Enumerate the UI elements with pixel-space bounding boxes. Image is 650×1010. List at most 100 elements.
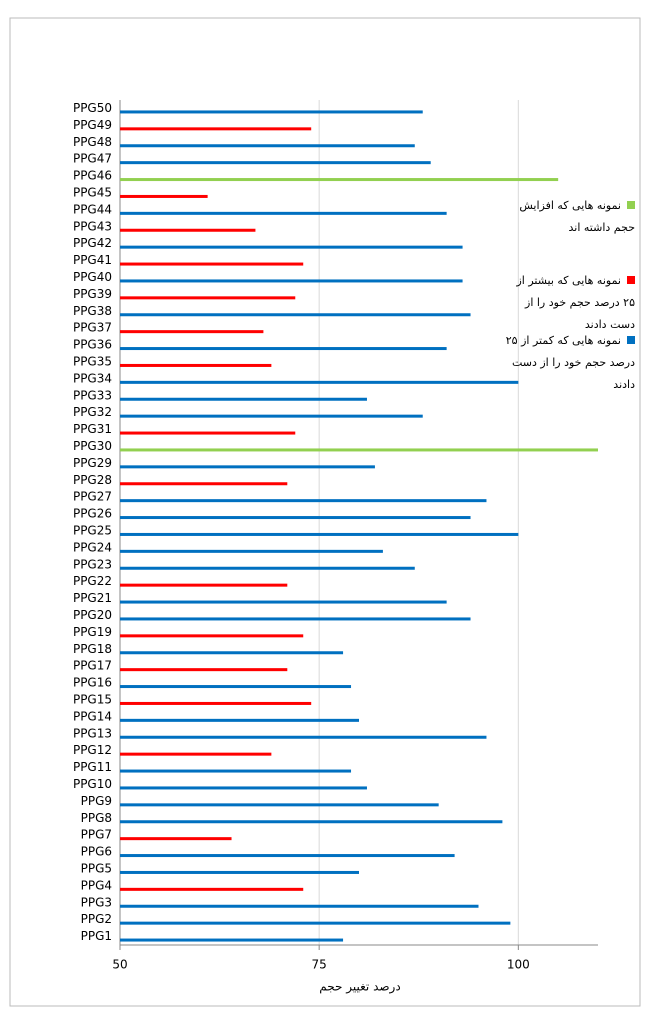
bar <box>120 228 256 232</box>
y-tick-label: PPG14 <box>73 709 112 723</box>
bar <box>120 870 359 874</box>
y-tick-label: PPG1 <box>81 929 112 943</box>
bar <box>120 651 344 655</box>
y-tick-label: PPG9 <box>81 794 112 808</box>
y-tick-label: PPG43 <box>73 219 112 233</box>
bar <box>120 448 598 452</box>
bar <box>120 211 447 215</box>
bar <box>120 482 288 486</box>
bar <box>120 617 471 621</box>
y-tick-label: PPG27 <box>73 490 112 504</box>
bar <box>120 262 304 266</box>
y-tick-label: PPG28 <box>73 473 112 487</box>
legend-entry: نمونه هایی که افزایش حجم داشته اند <box>505 195 635 239</box>
bar <box>120 769 352 773</box>
bar <box>120 363 272 367</box>
y-tick-label: PPG32 <box>73 405 112 419</box>
y-tick-label: PPG41 <box>73 253 112 267</box>
y-tick-label: PPG5 <box>81 861 112 875</box>
y-tick-label: PPG7 <box>81 828 112 842</box>
bar <box>120 194 208 198</box>
bar <box>120 820 503 824</box>
x-tick-label: 75 <box>312 958 327 972</box>
bar <box>120 786 367 790</box>
y-tick-label: PPG49 <box>73 118 112 132</box>
legend-label: نمونه هایی که کمتر از ۲۵ درصد حجم خود را… <box>505 334 635 391</box>
bar <box>120 380 519 384</box>
y-tick-label: PPG8 <box>81 811 112 825</box>
bar <box>120 701 312 705</box>
y-tick-label: PPG34 <box>73 371 112 385</box>
y-tick-label: PPG46 <box>73 169 112 183</box>
bar <box>120 685 352 689</box>
bar <box>120 921 511 925</box>
bar <box>120 803 439 807</box>
legend-label: نمونه هایی که افزایش حجم داشته اند <box>519 199 635 234</box>
bar <box>120 178 559 182</box>
y-tick-label: PPG38 <box>73 304 112 318</box>
y-tick-label: PPG26 <box>73 507 112 521</box>
bar <box>120 752 272 756</box>
bar <box>120 414 423 418</box>
bar <box>120 313 471 317</box>
bar <box>120 161 431 165</box>
legend-label: نمونه هایی که بیشتر از ۲۵ درصد حجم خود ر… <box>516 274 635 331</box>
y-tick-label: PPG23 <box>73 557 112 571</box>
bar <box>120 583 288 587</box>
bar <box>120 566 415 570</box>
y-tick-label: PPG15 <box>73 692 112 706</box>
y-tick-label: PPG30 <box>73 439 112 453</box>
y-tick-label: PPG13 <box>73 726 112 740</box>
bar <box>120 499 487 503</box>
bar <box>120 110 423 114</box>
bar <box>120 127 312 131</box>
y-tick-label: PPG37 <box>73 321 112 335</box>
y-tick-label: PPG40 <box>73 270 112 284</box>
bar <box>120 532 519 536</box>
legend-entry: نمونه هایی که کمتر از ۲۵ درصد حجم خود را… <box>505 330 635 396</box>
y-tick-label: PPG11 <box>73 760 112 774</box>
legend-swatch <box>627 201 635 209</box>
bar <box>120 938 344 942</box>
bar <box>120 397 367 401</box>
y-tick-label: PPG19 <box>73 625 112 639</box>
y-tick-label: PPG35 <box>73 354 112 368</box>
bar <box>120 465 375 469</box>
legend-swatch <box>627 276 635 284</box>
x-axis-title: درصد تغییر حجم <box>319 980 400 995</box>
y-tick-label: PPG3 <box>81 895 112 909</box>
y-tick-label: PPG4 <box>81 878 112 892</box>
bar <box>120 718 359 722</box>
y-tick-label: PPG2 <box>81 912 112 926</box>
y-tick-label: PPG20 <box>73 608 112 622</box>
bar <box>120 904 479 908</box>
y-tick-label: PPG33 <box>73 388 112 402</box>
bar <box>120 634 304 638</box>
y-tick-label: PPG31 <box>73 422 112 436</box>
y-tick-label: PPG50 <box>73 101 112 115</box>
legend-swatch <box>627 336 635 344</box>
legend-entry: نمونه هایی که بیشتر از ۲۵ درصد حجم خود ر… <box>505 270 635 336</box>
bar <box>120 854 455 858</box>
x-tick-label: 50 <box>112 958 127 972</box>
bar <box>120 144 415 148</box>
y-tick-label: PPG47 <box>73 152 112 166</box>
y-tick-label: PPG42 <box>73 236 112 250</box>
y-tick-label: PPG6 <box>81 845 112 859</box>
bar <box>120 668 288 672</box>
bar <box>120 600 447 604</box>
y-tick-label: PPG12 <box>73 743 112 757</box>
y-tick-label: PPG16 <box>73 676 112 690</box>
y-tick-label: PPG36 <box>73 338 112 352</box>
y-tick-label: PPG45 <box>73 185 112 199</box>
bar <box>120 516 471 520</box>
y-tick-label: PPG10 <box>73 777 112 791</box>
y-tick-label: PPG21 <box>73 591 112 605</box>
y-tick-label: PPG25 <box>73 523 112 537</box>
x-tick-label: 100 <box>507 958 530 972</box>
y-tick-label: PPG17 <box>73 659 112 673</box>
chart-frame <box>9 17 641 1007</box>
bar <box>120 296 296 300</box>
y-tick-label: PPG48 <box>73 135 112 149</box>
